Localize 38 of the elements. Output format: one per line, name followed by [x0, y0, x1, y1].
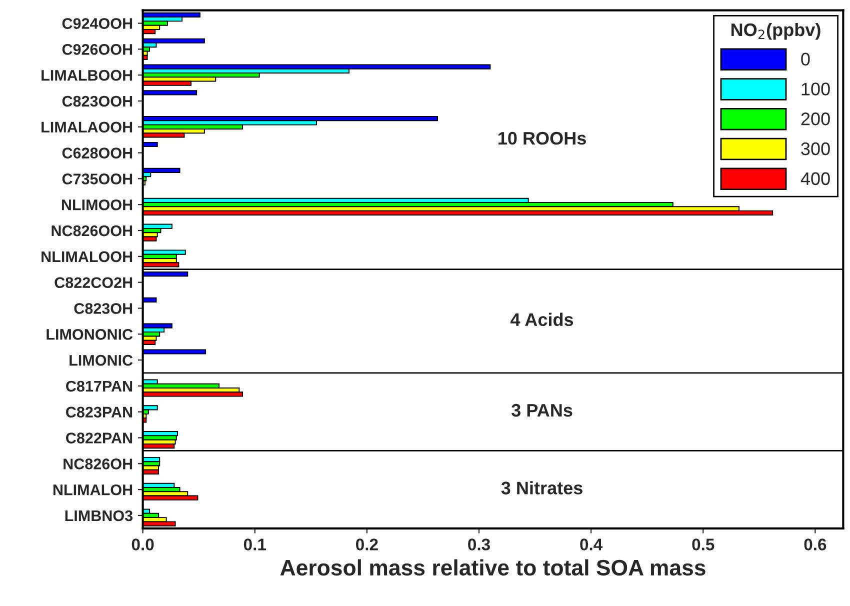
- x-tick-label: 0.5: [692, 538, 714, 550]
- y-tick-label: LIMONIC: [70, 354, 133, 366]
- legend-label: 400: [800, 172, 830, 186]
- x-tick-label: 0.1: [244, 538, 266, 550]
- y-tick-label: C823OOH: [62, 96, 132, 107]
- y-tick-label: NLIMOOH: [62, 199, 132, 210]
- annotation: 3 Nitrates: [501, 481, 582, 494]
- y-tick-label: LIMONONIC: [46, 329, 133, 340]
- y-tick-label: C735OOH: [62, 174, 132, 184]
- y-tick-label: NLIMALOH: [53, 484, 132, 496]
- y-tick-label: C924OOH: [62, 18, 132, 29]
- y-tick-label: C822CO2H: [54, 277, 132, 288]
- x-axis-title: Aerosol mass relative to total SOA mass: [280, 559, 706, 576]
- x-tick-label: 0.0: [132, 538, 154, 550]
- y-tick-label: C926OOH: [62, 44, 132, 55]
- legend-label: 0: [801, 52, 810, 66]
- y-tick-label: LIMALAOOH: [42, 122, 132, 133]
- y-tick-label: NC826OH: [64, 458, 132, 470]
- y-tick-label: NLIMALOOH: [42, 251, 132, 262]
- x-tick-label: 0.6: [804, 538, 826, 550]
- y-tick-label: LIMALBOOH: [42, 70, 132, 81]
- annotation: 4 Acids: [510, 312, 574, 326]
- y-tick-label: C823OH: [74, 303, 132, 314]
- y-tick-label: NC826OOH: [52, 225, 132, 236]
- y-tick-label: LIMBNO3: [65, 510, 133, 522]
- y-tick-label: C822PAN: [66, 432, 132, 444]
- y-tick-label: C628OOH: [62, 148, 132, 158]
- annotation: 3 PANs: [512, 404, 572, 417]
- x-tick-label: 0.4: [580, 538, 603, 550]
- y-tick-label: C823PAN: [66, 406, 132, 418]
- legend-label: 300: [801, 142, 830, 156]
- y-tick-label: C817PAN: [66, 380, 132, 392]
- x-tick-label: 0.2: [356, 538, 378, 550]
- legend-label: 200: [801, 112, 830, 126]
- legend-title: NO$_{2}$(ppbv): [731, 22, 820, 40]
- annotation: 10 ROOHs: [498, 132, 586, 145]
- x-tick-label: 0.3: [468, 538, 490, 550]
- legend-label: 100: [802, 82, 830, 96]
